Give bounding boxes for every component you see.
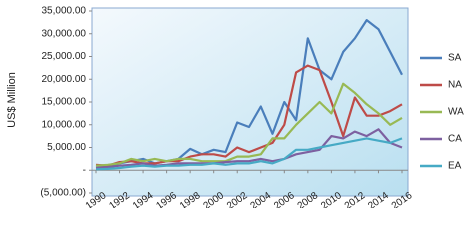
y-axis-title: US$ Million	[6, 72, 18, 128]
legend-label: CA	[448, 134, 462, 145]
y-tick-label: 35,000.00	[42, 6, 87, 17]
y-tick-label: 20,000.00	[42, 74, 87, 85]
y-tick-label: (5,000.00)	[40, 188, 86, 199]
series-line	[95, 128, 403, 170]
y-tick-label: 5,000.00	[47, 142, 86, 153]
series-line	[95, 137, 403, 171]
legend-label: NA	[448, 80, 462, 91]
plot-area	[91, 7, 409, 197]
chart: US$ Million (5,000.00) - 5,000.00 10,000.00…	[6, 6, 464, 208]
legend-label: SA	[448, 53, 462, 64]
y-tick-label: 30,000.00	[42, 28, 87, 39]
legend-label: EA	[448, 161, 462, 172]
y-tick-label: 25,000.00	[42, 51, 87, 62]
series-line	[95, 82, 403, 167]
y-tick-label: -	[83, 165, 86, 176]
y-tick-label: 15,000.00	[42, 97, 87, 108]
legend-label: WA	[448, 107, 464, 118]
page: {"chart_data": {"type": "line", "y_label…	[5, 5, 465, 208]
y-tick-label: 10,000.00	[42, 119, 87, 130]
